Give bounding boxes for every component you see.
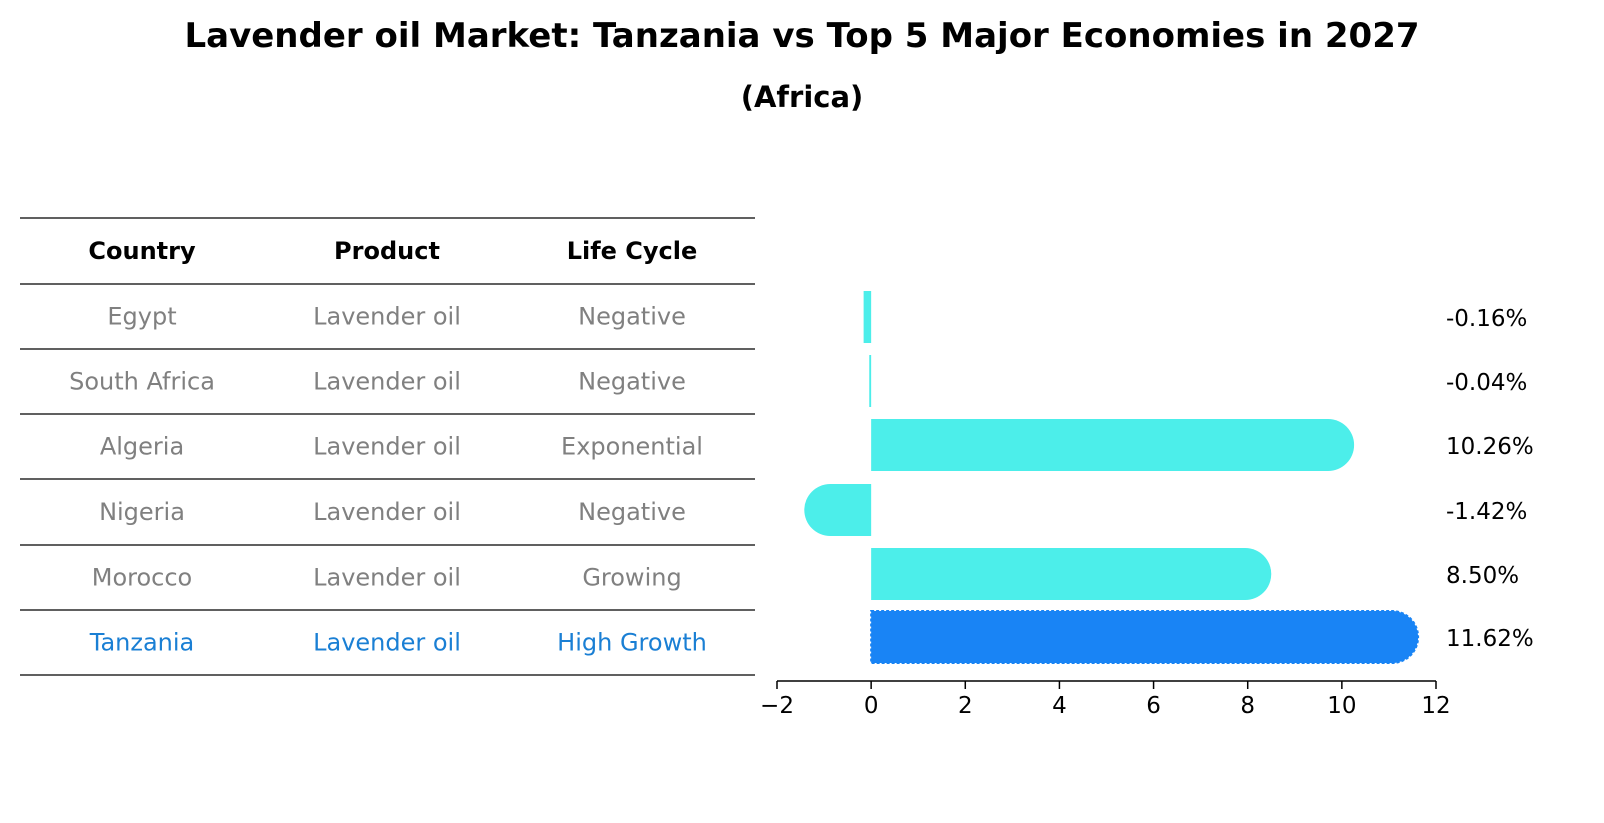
x-tick-label: 2	[958, 693, 973, 719]
table-cell-life-cycle: Negative	[578, 498, 686, 526]
chart-title: Lavender oil Market: Tanzania vs Top 5 M…	[184, 16, 1420, 56]
table-cell-product: Lavender oil	[313, 498, 461, 526]
bar-nigeria	[804, 484, 872, 536]
x-tick-label: −2	[760, 693, 794, 719]
table-header-product: Product	[334, 237, 440, 265]
table-cell-product: Lavender oil	[313, 303, 461, 331]
value-label: 8.50%	[1446, 563, 1519, 589]
x-axis: −2 0 2 4 6 8 10 12	[760, 680, 1451, 719]
bar-morocco	[871, 548, 1272, 600]
table-header-country: Country	[88, 237, 196, 265]
comparison-table: Country Product Life Cycle Egypt Lavender oi…	[20, 217, 755, 676]
x-tick-label: 6	[1146, 693, 1161, 719]
table-cell-country: Morocco	[92, 564, 193, 592]
table-cell-product: Lavender oil	[313, 368, 461, 396]
table-cell-life-cycle: Exponential	[561, 433, 703, 461]
table-cell-country: Nigeria	[99, 498, 185, 526]
table-cell-life-cycle: Growing	[582, 564, 681, 592]
table-cell-product: Lavender oil	[313, 433, 461, 461]
table-cell-country: South Africa	[69, 368, 215, 396]
x-tick-label: 0	[864, 693, 879, 719]
table-cell-product: Lavender oil	[313, 564, 461, 592]
table-cell-country: Algeria	[100, 433, 184, 461]
x-tick-label: 12	[1421, 693, 1450, 719]
bar-chart-plot: -0.16% -0.04% 10.26% -1.42% 8.50% 11.62%	[804, 291, 1534, 664]
table-cell-life-cycle: High Growth	[557, 629, 707, 657]
value-label: -1.42%	[1446, 499, 1527, 525]
value-label: -0.04%	[1446, 370, 1527, 396]
x-tick-label: 10	[1327, 693, 1356, 719]
table-cell-country: Tanzania	[89, 629, 195, 657]
x-tick-label: 4	[1052, 693, 1067, 719]
bar-algeria	[871, 419, 1355, 471]
x-tick-label: 8	[1240, 693, 1255, 719]
bar-egypt	[863, 291, 872, 343]
chart-subtitle: (Africa)	[740, 80, 864, 114]
value-label: -0.16%	[1446, 306, 1527, 332]
table-cell-life-cycle: Negative	[578, 303, 686, 331]
value-label: 11.62%	[1446, 626, 1534, 652]
table-cell-life-cycle: Negative	[578, 368, 686, 396]
bar-south-africa	[869, 355, 872, 407]
value-label: 10.26%	[1446, 434, 1534, 460]
table-cell-product: Lavender oil	[313, 629, 461, 657]
table-header-life-cycle: Life Cycle	[567, 237, 698, 265]
bar-tanzania	[870, 610, 1420, 664]
table-cell-country: Egypt	[107, 303, 176, 331]
